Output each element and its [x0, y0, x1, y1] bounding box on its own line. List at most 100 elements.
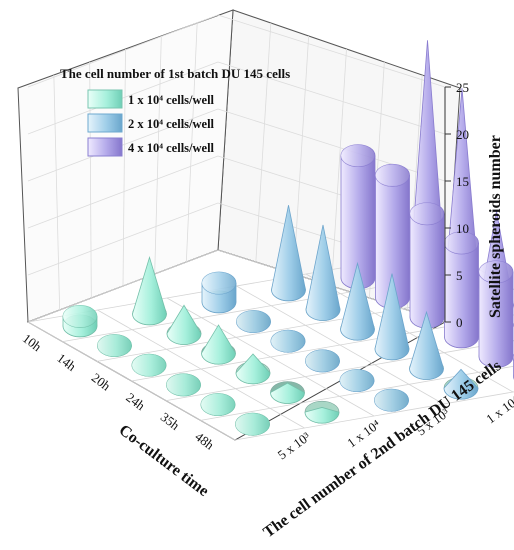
bar-top	[410, 202, 444, 225]
z-tick-label: 10	[456, 221, 469, 236]
bar	[478, 260, 514, 368]
legend-label-2: 2 x 10⁴ cells/well	[128, 117, 215, 131]
bar	[375, 163, 410, 309]
bar-top	[341, 144, 375, 167]
legend-swatch-1	[87, 89, 123, 109]
bar-top	[97, 334, 132, 357]
bar-body	[409, 310, 444, 380]
grid-line	[27, 249, 219, 323]
bar	[131, 353, 167, 377]
bar	[305, 349, 340, 373]
x-tick-label: 35h	[158, 409, 183, 433]
bar	[340, 261, 375, 341]
z-tick-label: 15	[456, 174, 469, 189]
bar	[339, 369, 375, 392]
z-tick-label: 0	[456, 315, 463, 330]
grid-line	[217, 108, 446, 182]
bar-top	[236, 310, 271, 333]
legend-label-1: 1 x 10⁴ cells/well	[128, 93, 215, 107]
bar-body	[443, 368, 479, 400]
bar	[201, 324, 236, 365]
bar-top	[202, 272, 236, 295]
y-tick-label: 1 x 10⁴	[483, 392, 514, 426]
bar	[409, 310, 444, 380]
bar-top	[340, 369, 374, 392]
z-axis: 0 5 10 15 20 25	[444, 80, 469, 330]
bar-body	[132, 256, 167, 326]
bar	[235, 412, 270, 436]
bar	[305, 224, 341, 321]
bar-body	[340, 261, 375, 341]
grid-line	[27, 202, 219, 276]
legend: The cell number of 1st batch DU 145 cell…	[60, 66, 290, 157]
x-tick-label: 14h	[54, 350, 79, 374]
bar-top	[305, 349, 340, 372]
bar-top	[63, 305, 97, 328]
bar	[97, 334, 132, 357]
bar	[374, 273, 410, 361]
grid-line	[255, 22, 272, 263]
grid-line	[217, 61, 446, 135]
bar-body	[304, 407, 340, 424]
legend-swatch-3	[87, 137, 123, 157]
bar-body	[409, 213, 445, 329]
bar-body	[444, 242, 479, 349]
bar-body	[271, 205, 306, 302]
grid-line	[27, 61, 219, 135]
grid-line	[122, 48, 126, 287]
bar	[304, 407, 340, 424]
bar-top	[444, 231, 479, 254]
legend-label-3: 4 x 10⁴ cells/well	[128, 141, 215, 155]
bar	[444, 231, 479, 349]
bar-body	[235, 353, 271, 385]
bar	[340, 144, 376, 290]
bar-body	[270, 382, 305, 404]
bar-top	[166, 373, 201, 396]
bar-body	[374, 273, 410, 361]
bar	[443, 368, 479, 400]
bar	[270, 329, 306, 353]
back-walls	[17, 9, 461, 441]
grid-line	[217, 14, 446, 88]
grid-line	[53, 74, 61, 311]
z-tick-label: 5	[456, 268, 463, 283]
bar	[166, 304, 202, 345]
bar	[270, 382, 305, 404]
grid-line	[331, 48, 347, 287]
bar	[409, 202, 445, 329]
bar-top	[235, 413, 270, 436]
grid-line	[27, 155, 219, 229]
bar-body	[201, 324, 236, 365]
x-tick-label: 20h	[89, 370, 114, 394]
grid-line	[200, 365, 514, 421]
bar	[271, 205, 306, 302]
bar	[374, 388, 409, 412]
bar	[236, 310, 271, 333]
legend-title: The cell number of 1st batch DU 145 cell…	[60, 66, 290, 81]
bar-top	[132, 354, 166, 377]
x-tick-label: 24h	[123, 390, 148, 414]
bar-body	[166, 304, 202, 345]
bar-top	[479, 260, 513, 283]
legend-swatch-2	[87, 113, 123, 133]
grid-line	[27, 14, 219, 88]
bar-top	[201, 393, 235, 416]
grid-line	[27, 108, 219, 182]
grid-line	[234, 391, 514, 441]
bar-body	[305, 224, 341, 321]
bar	[235, 353, 271, 385]
bar	[166, 373, 201, 397]
bar	[201, 271, 237, 314]
grid-line	[154, 35, 162, 275]
y-tick-label: 5 x 10³	[275, 429, 313, 463]
grid-line	[185, 22, 198, 263]
x-tick-label: 48h	[192, 429, 217, 453]
x-tick-label: 10h	[20, 331, 45, 355]
z-tick-label: 25	[456, 80, 469, 95]
bar	[62, 305, 98, 338]
z-axis-title: Satellite spheroids number	[487, 135, 504, 318]
bar	[200, 393, 236, 416]
z-tick-label: 20	[456, 127, 469, 142]
